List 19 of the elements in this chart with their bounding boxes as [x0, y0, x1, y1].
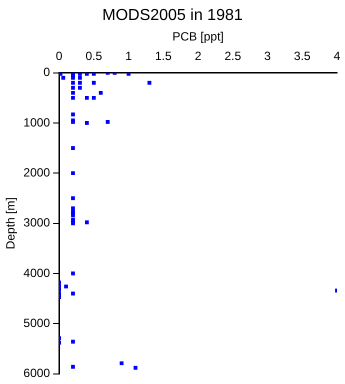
- y-tick-label: 2000: [23, 165, 50, 180]
- x-tick-label: 3: [264, 48, 272, 63]
- y-tick-label: 0: [43, 65, 50, 80]
- x-tick-label: 3.5: [294, 48, 311, 63]
- x-tick-label: 4: [334, 48, 341, 63]
- x-tick-label: 2.5: [224, 48, 242, 63]
- x-tick-label: 1.5: [154, 48, 172, 63]
- y-tick-label: 6000: [23, 366, 50, 380]
- x-axis-title: PCB [ppt]: [172, 30, 224, 44]
- y-axis-title: Depth [m]: [4, 197, 18, 250]
- x-tick-label: 0: [56, 48, 63, 63]
- y-tick-label: 4000: [23, 266, 50, 280]
- chart-title: MODS2005 in 1981: [101, 6, 244, 26]
- x-tick-label: 0.5: [85, 48, 102, 63]
- x-tick-label: 2: [194, 48, 202, 63]
- x-tick-label: 1: [125, 48, 132, 63]
- y-tick-label: 5000: [23, 316, 50, 330]
- y-tick-label: 1000: [23, 115, 50, 130]
- y-tick-label: 3000: [23, 216, 50, 230]
